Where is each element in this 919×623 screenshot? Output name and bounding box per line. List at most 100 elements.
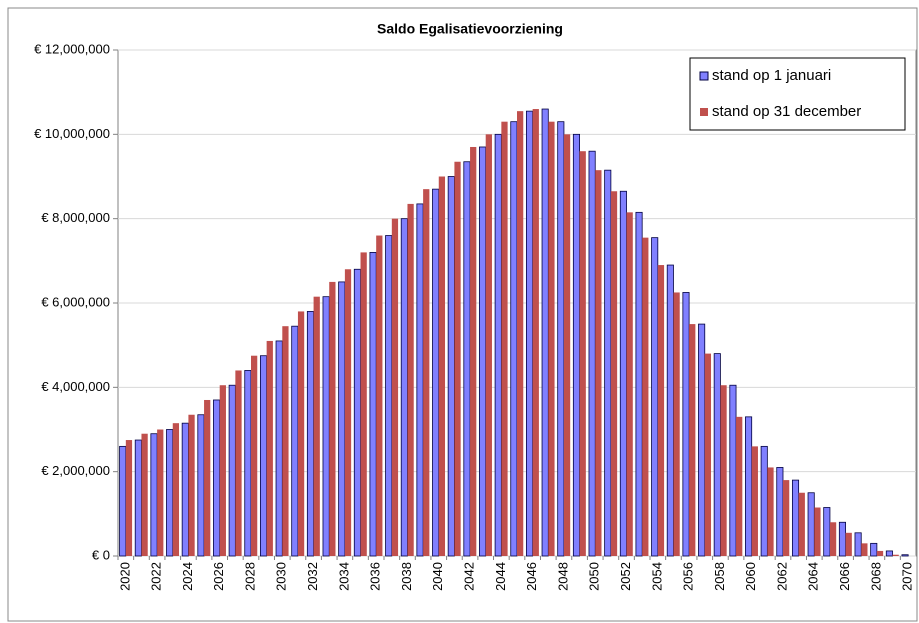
- bar: [588, 150, 596, 557]
- bar: [736, 416, 743, 556]
- bar: [689, 324, 696, 556]
- x-tick-label: 2050: [587, 562, 602, 591]
- x-tick-label: 2060: [743, 562, 758, 591]
- bar: [760, 445, 768, 557]
- bar: [385, 235, 393, 557]
- bar: [501, 121, 508, 556]
- bar: [619, 190, 627, 557]
- bar: [219, 385, 226, 556]
- bar: [470, 146, 477, 556]
- x-tick-label: 2070: [900, 562, 915, 591]
- y-tick-label: € 10,000,000: [34, 126, 110, 141]
- bar: [150, 433, 158, 557]
- bar: [432, 188, 440, 557]
- x-tick-label: 2030: [274, 562, 289, 591]
- bar: [494, 133, 502, 557]
- bar: [517, 111, 524, 557]
- bar: [407, 203, 414, 557]
- bar: [438, 176, 446, 556]
- legend-label: stand op 1 januari: [712, 67, 831, 84]
- bar: [642, 237, 649, 556]
- bar: [548, 121, 555, 556]
- x-tick-label: 2044: [493, 562, 508, 591]
- x-tick-label: 2046: [524, 562, 539, 591]
- x-tick-label: 2066: [837, 562, 852, 591]
- bar: [188, 414, 195, 556]
- bar: [244, 370, 252, 557]
- bar: [651, 237, 659, 557]
- x-tick-label: 2062: [774, 562, 789, 591]
- bar: [275, 340, 283, 557]
- y-tick-label: € 2,000,000: [41, 463, 110, 478]
- bar: [698, 323, 706, 557]
- bar: [626, 212, 633, 556]
- bar: [306, 311, 314, 557]
- bar: [729, 384, 737, 557]
- x-tick-label: 2054: [649, 562, 664, 591]
- x-tick-label: 2056: [681, 562, 696, 591]
- bar: [197, 414, 205, 557]
- bar: [610, 191, 618, 556]
- y-tick-label: € 8,000,000: [41, 210, 110, 225]
- x-tick-label: 2026: [211, 562, 226, 591]
- y-tick-label: € 12,000,000: [34, 41, 110, 56]
- bar: [673, 292, 680, 556]
- bar: [338, 281, 346, 557]
- bar: [259, 355, 268, 557]
- bar: [876, 550, 884, 556]
- y-tick-label: € 6,000,000: [41, 294, 110, 309]
- y-tick-label: € 0: [92, 547, 110, 562]
- bar: [313, 296, 320, 556]
- bar: [344, 269, 352, 556]
- bar: [416, 203, 424, 557]
- legend-label: stand op 31 december: [712, 103, 861, 120]
- bar: [463, 161, 471, 557]
- x-tick-label: 2032: [305, 562, 320, 591]
- x-tick-label: 2036: [368, 562, 383, 591]
- bar: [604, 169, 612, 557]
- bar: [870, 542, 878, 557]
- bar: [861, 543, 868, 556]
- x-tick-label: 2042: [461, 562, 476, 591]
- bar: [829, 522, 837, 556]
- bar: [892, 554, 899, 556]
- x-tick-label: 2040: [430, 562, 445, 591]
- bar: [776, 467, 784, 557]
- bar: [791, 479, 800, 557]
- bar: [885, 550, 893, 557]
- bar: [704, 353, 712, 556]
- bar: [479, 146, 487, 557]
- bar: [579, 151, 586, 556]
- bar: [157, 429, 164, 556]
- x-tick-label: 2068: [868, 562, 883, 591]
- bar: [166, 429, 174, 557]
- bar: [635, 211, 643, 557]
- bar: [297, 311, 305, 556]
- x-tick-label: 2058: [712, 562, 727, 591]
- bar: [391, 218, 399, 556]
- bar: [228, 384, 236, 557]
- legend-swatch: [700, 108, 708, 116]
- bar: [510, 121, 518, 557]
- bar: [172, 423, 180, 556]
- bar: [666, 264, 674, 557]
- bar: [657, 265, 665, 556]
- bar: [798, 492, 805, 556]
- x-tick-label: 2028: [242, 562, 257, 591]
- bar: [783, 480, 790, 556]
- bar: [376, 235, 383, 557]
- legend-box: [689, 57, 906, 131]
- bar: [266, 340, 273, 556]
- x-tick-label: 2048: [555, 562, 570, 591]
- bar: [322, 296, 330, 557]
- x-tick-label: 2022: [149, 562, 164, 591]
- bar: [369, 251, 377, 557]
- bar: [447, 176, 455, 557]
- x-tick-label: 2064: [806, 562, 821, 591]
- bar: [814, 507, 821, 556]
- x-tick-label: 2038: [399, 562, 414, 591]
- bar: [329, 281, 336, 556]
- bar: [119, 445, 127, 557]
- bar: [423, 189, 430, 556]
- y-tick-label: € 4,000,000: [41, 379, 110, 394]
